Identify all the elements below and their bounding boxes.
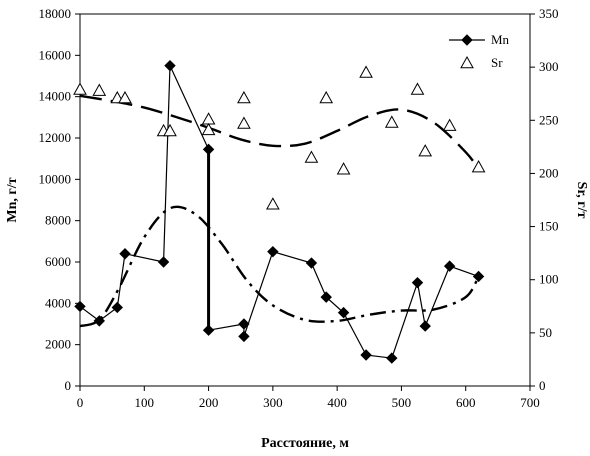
point-mn [305, 257, 318, 269]
x-tick-label: 700 [520, 395, 540, 410]
y-axis-left: 0 2000 4000 6000 8000 10000 12000 14000 16000 180… [39, 6, 80, 393]
point-mn [320, 291, 332, 303]
trend-lines [79, 94, 480, 328]
x-tick-label: 100 [135, 395, 155, 410]
point-sr [304, 150, 319, 163]
series-line-mn [79, 65, 479, 359]
y2-tick-label: 250 [539, 112, 559, 127]
series-lines [79, 65, 479, 359]
x-tick-label: 300 [263, 395, 283, 410]
y-tick-label: 14000 [39, 89, 72, 104]
point-mn [157, 256, 170, 268]
y2-tick-label: 0 [539, 378, 546, 393]
y2-tick-label: 50 [539, 325, 552, 340]
legend: Mn Sr [449, 32, 510, 70]
y-tick-label: 12000 [39, 130, 72, 145]
point-mn [238, 318, 250, 330]
y2-tick-label: 200 [539, 165, 559, 180]
x-tick-label: 600 [456, 395, 476, 410]
y-axis-right-title: Sr, г/т [574, 182, 589, 219]
y-axis-right: 0 50 100 150 200 250 300 350 [530, 6, 559, 393]
y-tick-label: 16000 [39, 47, 72, 62]
point-sr [266, 197, 280, 210]
point-mn [419, 320, 431, 332]
point-mn [360, 349, 372, 361]
trend-line-sr [79, 94, 480, 170]
legend-marker-sr [460, 55, 474, 69]
point-sr [163, 123, 177, 137]
point-sr [92, 83, 107, 96]
point-mn [164, 59, 176, 72]
series-markers [73, 59, 486, 364]
y-tick-label: 2000 [45, 337, 71, 352]
point-mn [267, 245, 279, 258]
y-tick-label: 6000 [45, 254, 71, 269]
y2-tick-label: 150 [539, 219, 559, 234]
y-axis-left-title: Mn, г/т [5, 177, 20, 222]
y-tick-label: 18000 [39, 6, 72, 21]
point-mn [238, 330, 250, 343]
x-tick-label: 500 [392, 395, 412, 410]
point-sr [410, 82, 425, 95]
y-tick-label: 4000 [45, 295, 71, 310]
point-mn [386, 352, 398, 364]
x-axis-title: Расстояние, м [261, 436, 349, 451]
point-mn [111, 301, 123, 314]
point-sr [237, 116, 251, 129]
x-axis: 0 100 200 300 400 500 600 700 [77, 386, 540, 410]
point-sr [442, 118, 457, 131]
y-tick-label: 8000 [45, 213, 71, 228]
point-mn [443, 260, 456, 272]
point-mn [411, 276, 424, 289]
y-tick-label: 0 [65, 378, 72, 393]
point-sr [336, 162, 351, 175]
plot-frame [79, 13, 531, 387]
point-sr [471, 160, 486, 173]
point-mn [119, 248, 131, 260]
plot-area [79, 13, 531, 387]
x-tick-label: 0 [77, 395, 84, 410]
trend-line-mn [79, 205, 480, 328]
point-sr [73, 82, 87, 95]
y-tick-label: 10000 [39, 171, 72, 186]
x-tick-label: 400 [327, 395, 347, 410]
point-mn [202, 324, 215, 336]
point-sr [118, 90, 132, 104]
point-sr [418, 144, 433, 157]
legend-marker-mn [461, 34, 473, 46]
point-sr [237, 90, 251, 104]
x-tick-label: 200 [199, 395, 219, 410]
point-mn [472, 270, 485, 283]
legend-label-mn: Mn [491, 32, 510, 47]
point-mn [74, 300, 86, 313]
point-mn [337, 306, 350, 319]
point-sr [201, 112, 216, 125]
point-sr [201, 122, 216, 136]
point-mn [202, 143, 215, 156]
y2-tick-label: 100 [539, 272, 559, 287]
y2-tick-label: 350 [539, 6, 559, 21]
point-sr [359, 65, 373, 78]
legend-label-sr: Sr [491, 55, 503, 70]
point-sr [319, 90, 334, 104]
point-sr [384, 115, 399, 128]
y2-tick-label: 300 [539, 59, 559, 74]
point-mn [93, 315, 105, 327]
